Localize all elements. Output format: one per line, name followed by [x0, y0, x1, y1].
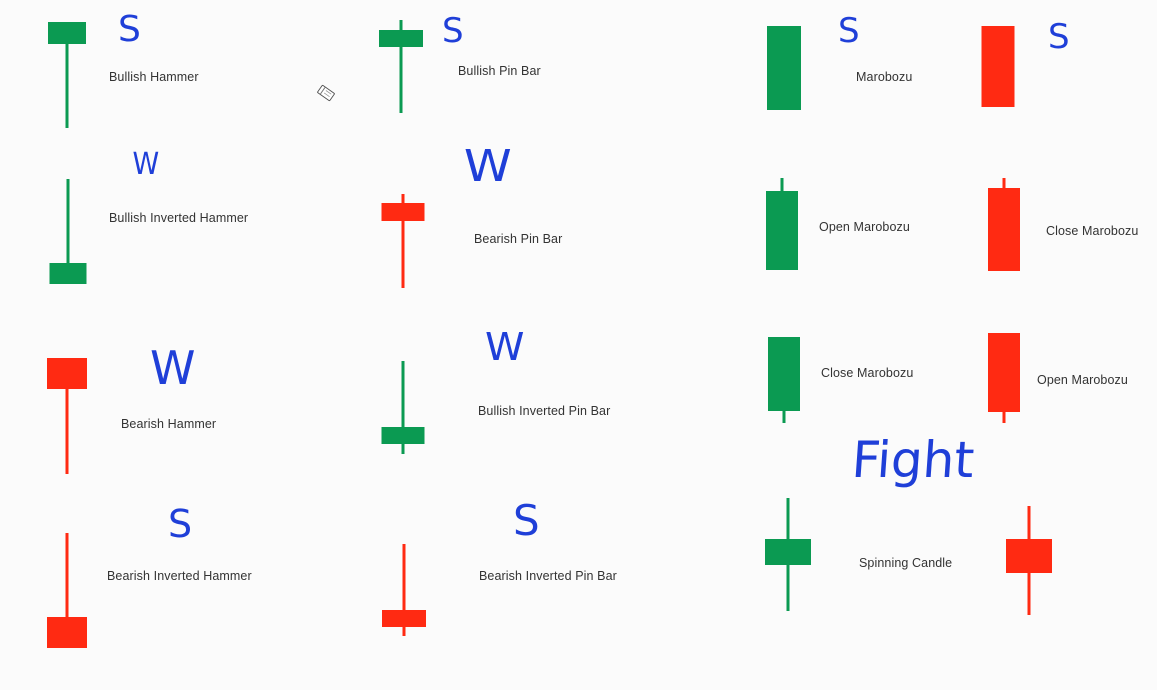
label-close-marobozu-2: Close Marobozu	[821, 366, 914, 380]
handwritten-s-4: S	[1048, 17, 1070, 57]
label-open-marobozu-2: Open Marobozu	[1037, 373, 1128, 387]
handwritten-s-6: S	[513, 496, 540, 545]
label-close-marobozu-1: Close Marobozu	[1046, 224, 1139, 238]
bullish-inverted-hammer-candle	[49, 179, 87, 284]
marobozu-bearish-candle	[981, 26, 1015, 107]
label-bearish-inverted-hammer: Bearish Inverted Hammer	[107, 569, 252, 583]
label-bullish-pin-bar: Bullish Pin Bar	[458, 64, 541, 78]
handwritten-fight: Fight	[849, 431, 977, 489]
bearish-hammer-candle-body	[47, 358, 87, 389]
bearish-pin-bar-candle-body	[381, 203, 425, 221]
label-marobozu: Marobozu	[856, 70, 913, 84]
bullish-inverted-pin-bar-candle	[381, 361, 425, 454]
handwritten-w-3: W	[150, 341, 196, 395]
marobozu-bullish-candle	[767, 26, 801, 110]
bearish-hammer-candle	[47, 358, 87, 474]
bearish-inverted-pin-bar-candle	[382, 544, 426, 636]
close-marobozu-bullish-candle-body	[768, 337, 800, 411]
label-spinning-candle: Spinning Candle	[859, 556, 953, 570]
label-bearish-inverted-pin-bar: Bearish Inverted Pin Bar	[479, 569, 617, 583]
handwritten-s-3: S	[838, 11, 860, 51]
close-marobozu-bearish-candle-body	[988, 188, 1020, 271]
handwritten-s-5: S	[168, 502, 193, 546]
open-marobozu-bullish-candle	[766, 178, 798, 270]
bullish-pin-bar-candle	[379, 20, 423, 113]
marobozu-bearish-candle-body	[981, 26, 1015, 107]
label-bullish-hammer: Bullish Hammer	[109, 70, 199, 84]
handwritten-w-2: W	[463, 141, 512, 192]
open-marobozu-bearish-candle	[988, 333, 1020, 423]
bearish-inverted-pin-bar-candle-body	[382, 610, 426, 627]
label-bearish-pin-bar: Bearish Pin Bar	[474, 232, 563, 246]
handwritten-s-1: S	[118, 9, 141, 50]
spinning-candle-bearish	[1006, 506, 1052, 615]
label-bearish-hammer: Bearish Hammer	[121, 417, 217, 431]
bearish-inverted-hammer-candle	[47, 533, 87, 648]
marobozu-bullish-candle-body	[767, 26, 801, 110]
label-bullish-inverted-pin-bar: Bullish Inverted Pin Bar	[478, 404, 611, 418]
open-marobozu-bearish-candle-body	[988, 333, 1020, 412]
eraser-cursor-icon	[317, 84, 335, 102]
bullish-hammer-candle	[48, 22, 86, 128]
bullish-hammer-candle-body	[48, 22, 86, 44]
handwritten-w-1: W	[132, 147, 160, 182]
handwritten-s-2: S	[442, 11, 464, 51]
bullish-pin-bar-candle-body	[379, 30, 423, 47]
open-marobozu-bullish-candle-body	[766, 191, 798, 270]
label-open-marobozu-1: Open Marobozu	[819, 220, 910, 234]
bullish-inverted-hammer-candle-body	[49, 263, 87, 284]
close-marobozu-bearish-candle	[988, 178, 1020, 271]
handwritten-w-4: W	[485, 325, 525, 369]
spinning-candle-bullish	[765, 498, 811, 611]
spinning-candle-bullish-body	[765, 539, 811, 565]
spinning-candle-bearish-body	[1006, 539, 1052, 573]
bearish-pin-bar-candle	[381, 194, 425, 288]
label-bullish-inverted-hammer: Bullish Inverted Hammer	[109, 211, 249, 225]
bullish-inverted-pin-bar-candle-body	[381, 427, 425, 444]
bearish-inverted-hammer-candle-body	[47, 617, 87, 648]
close-marobozu-bullish-candle	[768, 337, 800, 423]
